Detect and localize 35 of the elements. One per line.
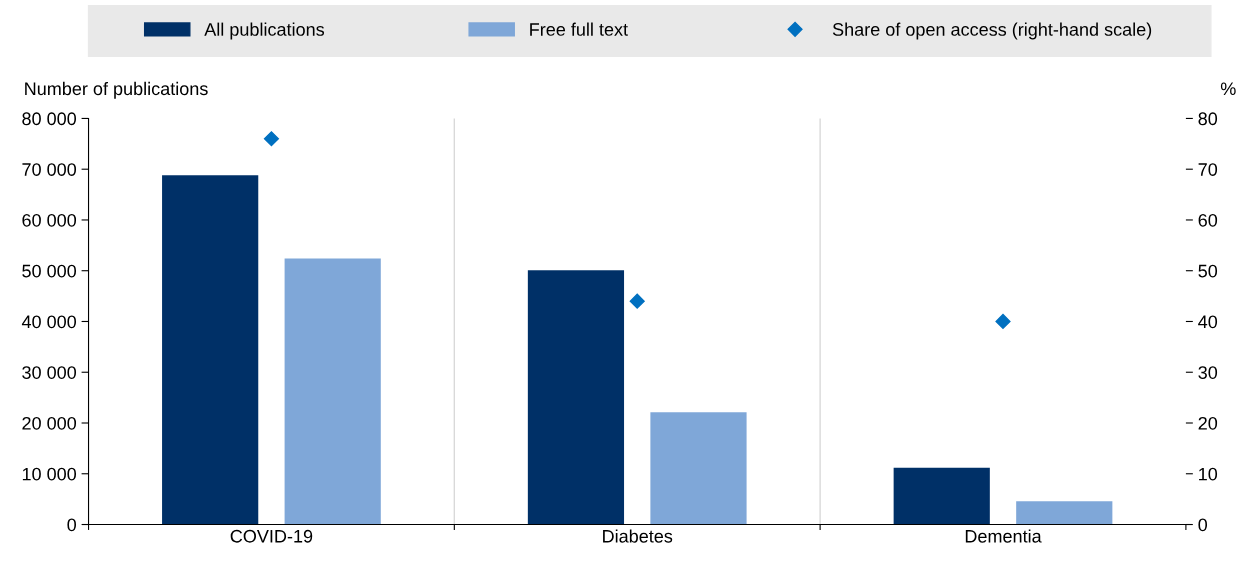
bar <box>893 467 990 525</box>
bar <box>284 258 381 525</box>
legend-label: Share of open access (right-hand scale) <box>832 22 1152 40</box>
y-tick-label: 50 000 <box>22 264 77 278</box>
point <box>263 131 280 147</box>
x-tick-label: COVID-19 <box>230 529 313 543</box>
y2-tick-label: 50 <box>1198 264 1218 278</box>
y-tick-label: 20 000 <box>22 416 77 430</box>
legend-label: Free full text <box>530 22 628 36</box>
y2-tick-label: 80 <box>1198 112 1218 126</box>
y2-axis-title: % <box>1220 82 1236 96</box>
x-tick-label: Diabetes <box>603 529 673 543</box>
bar <box>162 175 259 525</box>
y2-tick-label: 20 <box>1198 416 1218 430</box>
y2-tick-label: 10 <box>1199 467 1218 481</box>
y2-tick-label: 0 <box>1198 518 1208 532</box>
point <box>995 313 1011 330</box>
bar <box>1016 501 1113 525</box>
bar <box>527 270 625 525</box>
x-tick-label: Dementia <box>965 529 1042 543</box>
y-tick-label: 40 000 <box>21 315 77 329</box>
y2-tick-label: 40 <box>1198 315 1218 329</box>
y-tick-label: 60 000 <box>22 213 77 227</box>
point <box>629 293 645 309</box>
y2-tick-label: 30 <box>1198 366 1218 379</box>
y2-tick-label: 70 <box>1198 163 1218 176</box>
bar <box>650 412 747 525</box>
y-tick-label: 0 <box>67 518 77 532</box>
legend-label: All publications <box>204 22 325 40</box>
y-tick-label: 10 000 <box>22 467 77 481</box>
y-axis-title: Number of publications <box>25 81 208 99</box>
y-tick-label: 80 000 <box>22 112 77 126</box>
y2-tick-label: 60 <box>1198 213 1218 227</box>
y-tick-label: 70 000 <box>22 163 77 176</box>
y-tick-label: 30 000 <box>22 366 77 379</box>
